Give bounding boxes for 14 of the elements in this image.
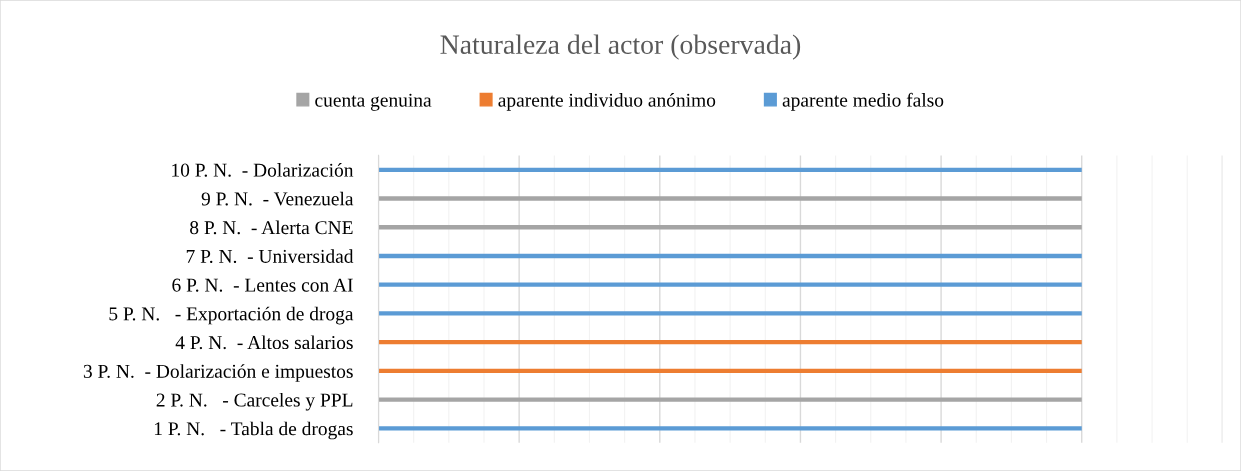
- y-tick-label: 10 P. N. - Dolarización: [172, 163, 354, 177]
- legend-label: cuenta genuina: [315, 93, 432, 111]
- y-tick-label: 6 P. N. - Lentes con AI: [172, 278, 353, 292]
- y-tick-label: 9 P. N. - Venezuela: [201, 191, 354, 206]
- legend-label: aparente individuo anónimo: [498, 93, 716, 111]
- y-tick-label: 3 P. N. - Dolarización e impuestos: [83, 364, 353, 382]
- y-tick-label: 8 P. N. - Alerta CNE: [190, 220, 353, 235]
- y-tick-label: 7 P. N. - Universidad: [186, 249, 354, 264]
- legend-label: aparente medio falso: [782, 92, 944, 111]
- chart-title: Naturaleza del actor (observada): [440, 34, 801, 60]
- y-tick-label: 5 P. N. - Exportación de droga: [109, 306, 354, 325]
- y-tick-label: 1 P. N. - Tabla de drogas: [154, 421, 353, 440]
- y-tick-label: 2 P. N. - Carceles y PPL: [156, 392, 353, 411]
- y-tick-label: 4 P. N. - Altos salarios: [175, 335, 353, 350]
